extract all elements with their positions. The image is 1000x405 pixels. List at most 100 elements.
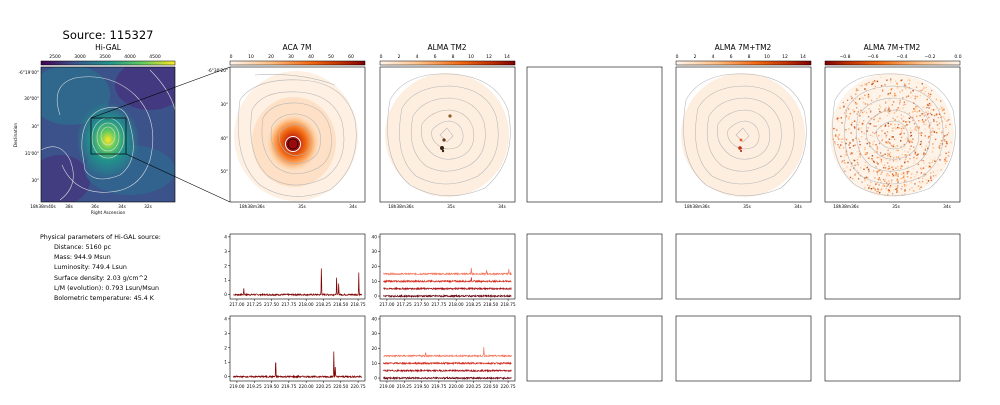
noise-pixel (853, 126, 856, 128)
noise-pixel (861, 131, 863, 133)
noise-pixel (865, 138, 867, 140)
tm2-colorbar-ticks: 0 2 4 6 8 10 12 14 (380, 54, 510, 60)
noise-pixel (857, 89, 859, 91)
aca-x-ticks: 18h38m36s 35s 34s (239, 204, 357, 210)
noise-pixel (868, 81, 870, 84)
tm2-cb-tick: 0 (380, 54, 383, 60)
noise-pixel (859, 144, 861, 146)
noise-pixel (904, 138, 906, 141)
noise-pixel (913, 162, 915, 164)
noise-pixel (869, 185, 871, 187)
noise-pixel (949, 123, 951, 126)
spectrum-line (383, 294, 512, 299)
physical-parameters: Physical parameters of Hi-GAL source: Di… (40, 234, 161, 302)
noise-pixel (935, 98, 938, 101)
noise-pixel (897, 107, 899, 109)
noise-pixel (852, 140, 854, 142)
higal-x-tick: 34s (118, 204, 126, 210)
noise-pixel (904, 125, 906, 127)
noise-pixel (941, 107, 943, 109)
noise-pixel (908, 83, 910, 85)
noise-pixel (935, 174, 937, 177)
noise-pixel (928, 162, 931, 164)
noise-pixel (843, 159, 845, 162)
noise-pixel (888, 99, 890, 101)
noise-pixel (939, 145, 941, 147)
noise-pixel (922, 121, 924, 123)
noise-pixel (902, 107, 904, 110)
noise-pixel (888, 154, 890, 156)
noise-pixel (881, 138, 883, 141)
higal-y-tick: 31'00" (25, 151, 39, 157)
noise-pixel (906, 176, 909, 178)
noise-pixel (876, 98, 878, 100)
noise-pixel (882, 178, 885, 181)
noise-pixel (867, 122, 869, 124)
noise-pixel (911, 187, 913, 189)
noise-pixel (904, 158, 907, 161)
aca-x-tick: 34s (349, 204, 357, 210)
noise-pixel (864, 179, 866, 182)
noise-pixel (917, 185, 920, 187)
noise-pixel (895, 172, 897, 174)
x-tick-label: 218.50 (333, 302, 348, 308)
noise-pixel (896, 82, 898, 84)
noise-pixel (857, 98, 859, 100)
noise-pixel (900, 132, 902, 135)
noise-pixel (841, 122, 843, 124)
noise-pixel (868, 157, 870, 159)
noise-pixel (841, 160, 844, 162)
noise-pixel (854, 173, 857, 175)
noise-pixel (878, 156, 880, 159)
noise-pixel (927, 113, 929, 115)
noise-pixel (914, 108, 916, 110)
noise-pixel (843, 156, 845, 158)
aca-y-tick: 30" (221, 102, 228, 108)
noise-pixel (884, 125, 886, 127)
noise-pixel (918, 127, 920, 130)
noise-pixel (873, 170, 875, 172)
noise-pixel (911, 94, 914, 96)
noise-pixel (864, 161, 867, 164)
noise-pixel (844, 170, 846, 172)
noise-pixel (897, 168, 899, 170)
noise-pixel (913, 159, 916, 161)
spectrum-line (383, 361, 512, 366)
noise-pixel (834, 141, 836, 143)
noise-pixel (864, 177, 866, 180)
noise-pixel (873, 186, 875, 188)
noise-pixel (891, 130, 894, 132)
noise-pixel (836, 129, 838, 131)
combo-x-tick: 18h38m36s (684, 204, 710, 210)
noise-pixel (876, 146, 878, 148)
noise-pixel (915, 174, 917, 176)
source-title: Source: 115327 (63, 28, 154, 42)
noise-pixel (931, 161, 933, 164)
higal-x-tick: 18h38m40s (30, 204, 56, 210)
noise-pixel (901, 118, 903, 120)
x-tick-label: 217.00 (379, 302, 394, 308)
noise-pixel (902, 120, 905, 122)
noise-pixel (850, 132, 852, 134)
noise-pixel (889, 186, 891, 189)
tm2-cb-tick: 10 (468, 54, 474, 60)
noise-pixel (947, 155, 950, 157)
noise-pixel (901, 131, 903, 133)
noise-pixel (897, 173, 899, 175)
noise-pixel (879, 178, 881, 180)
noise-pixel (925, 111, 927, 113)
aca-panel: ACA 7M 0 10 20 30 40 50 60 (207, 43, 366, 210)
noise-pixel (896, 87, 898, 89)
x-tick-label: 217.25 (247, 302, 262, 308)
noise-pixel (894, 185, 897, 187)
noise-pixel (892, 166, 894, 168)
higal-colorbar (40, 60, 176, 66)
noise-pixel (909, 127, 912, 129)
combo2-cb-tick: 0.0 (954, 54, 961, 60)
noise-pixel (840, 155, 842, 158)
noise-pixel (863, 132, 865, 135)
combo2-panel: ALMA 7M+TM2 −0.8 −0.6 −0.4 −0.2 0.0 18h3… (824, 43, 962, 210)
spectrum-line (383, 286, 512, 291)
noise-pixel (940, 133, 943, 135)
x-tick-label: 217.50 (264, 302, 279, 308)
